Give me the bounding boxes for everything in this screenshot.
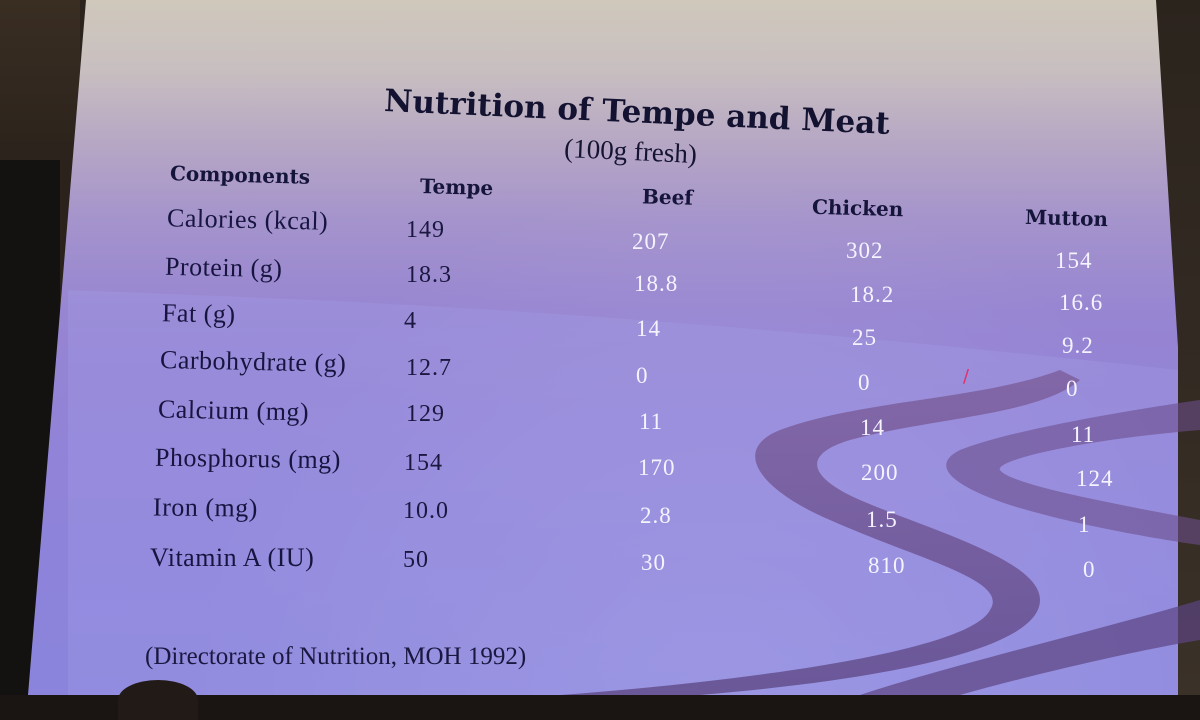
cell-calcium-beef: 11 (639, 409, 664, 434)
row-label-protein: Protein (g) (164, 251, 283, 284)
wall-left-upper (0, 0, 80, 170)
row-label-calories: Calories (kcal) (166, 203, 329, 236)
cell-vitamin-a-mutton: 0 (1083, 557, 1096, 582)
column-header-tempe: Tempe (419, 174, 494, 200)
cell-vitamin-a-chicken: 810 (868, 553, 906, 578)
cell-protein-beef: 18.8 (634, 271, 679, 296)
cell-iron-mutton: 1 (1078, 512, 1091, 537)
cell-fat-chicken: 25 (852, 325, 877, 350)
cell-calories-chicken: 302 (846, 238, 884, 263)
cell-vitamin-a-beef: 30 (641, 550, 666, 575)
cell-fat-beef: 14 (636, 316, 661, 341)
cell-fat-mutton: 9.2 (1062, 333, 1094, 358)
cell-vitamin-a-tempe: 50 (403, 547, 429, 573)
cell-protein-mutton: 16.6 (1059, 290, 1104, 315)
cell-calories-tempe: 149 (406, 217, 445, 243)
cell-calories-mutton: 154 (1055, 248, 1093, 273)
source-citation: (Directorate of Nutrition, MOH 1992) (145, 643, 527, 670)
cell-iron-tempe: 10.0 (403, 498, 449, 524)
cell-iron-chicken: 1.5 (866, 507, 898, 532)
row-label-fat: Fat (g) (161, 298, 236, 329)
cell-iron-beef: 2.8 (640, 503, 672, 528)
column-header-beef: Beef (641, 184, 694, 210)
cell-protein-chicken: 18.2 (850, 282, 895, 307)
audience-head (118, 680, 198, 720)
slide-subtitle: (100g fresh) (563, 133, 698, 169)
row-label-calcium: Calcium (mg) (157, 394, 310, 427)
row-label-carbohydrate: Carbohydrate (g) (159, 345, 347, 378)
row-label-phosphorus: Phosphorus (mg) (154, 442, 342, 475)
cell-calcium-chicken: 14 (860, 415, 885, 440)
cell-phosphorus-tempe: 154 (404, 450, 443, 476)
cell-phosphorus-beef: 170 (638, 455, 676, 480)
laser-pointer-mark: / (963, 366, 970, 387)
cell-carbohydrate-mutton: 0 (1066, 376, 1079, 401)
column-header-chicken: Chicken (811, 194, 904, 222)
cell-calcium-mutton: 11 (1071, 422, 1096, 447)
cell-phosphorus-mutton: 124 (1076, 466, 1114, 491)
cell-calcium-tempe: 129 (406, 401, 445, 427)
cell-fat-tempe: 4 (404, 308, 417, 334)
cell-protein-tempe: 18.3 (406, 262, 452, 288)
cell-carbohydrate-tempe: 12.7 (406, 355, 452, 381)
cell-carbohydrate-chicken: 0 (858, 370, 871, 395)
column-header-mutton: Mutton (1024, 204, 1109, 232)
cell-carbohydrate-beef: 0 (636, 363, 649, 388)
row-label-vitamin-a: Vitamin A (IU) (150, 543, 315, 572)
cell-phosphorus-chicken: 200 (861, 460, 899, 485)
row-label-iron: Iron (mg) (152, 492, 259, 523)
column-header-components: Components (169, 161, 311, 189)
cell-calories-beef: 207 (632, 229, 670, 254)
